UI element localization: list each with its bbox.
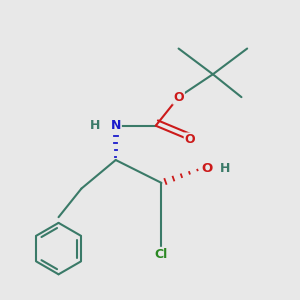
Text: O: O (173, 91, 184, 103)
Text: H: H (220, 162, 230, 175)
Text: N: N (110, 119, 121, 132)
Text: O: O (201, 162, 213, 175)
Text: Cl: Cl (155, 248, 168, 261)
Text: H: H (90, 119, 100, 132)
Text: O: O (185, 134, 195, 146)
